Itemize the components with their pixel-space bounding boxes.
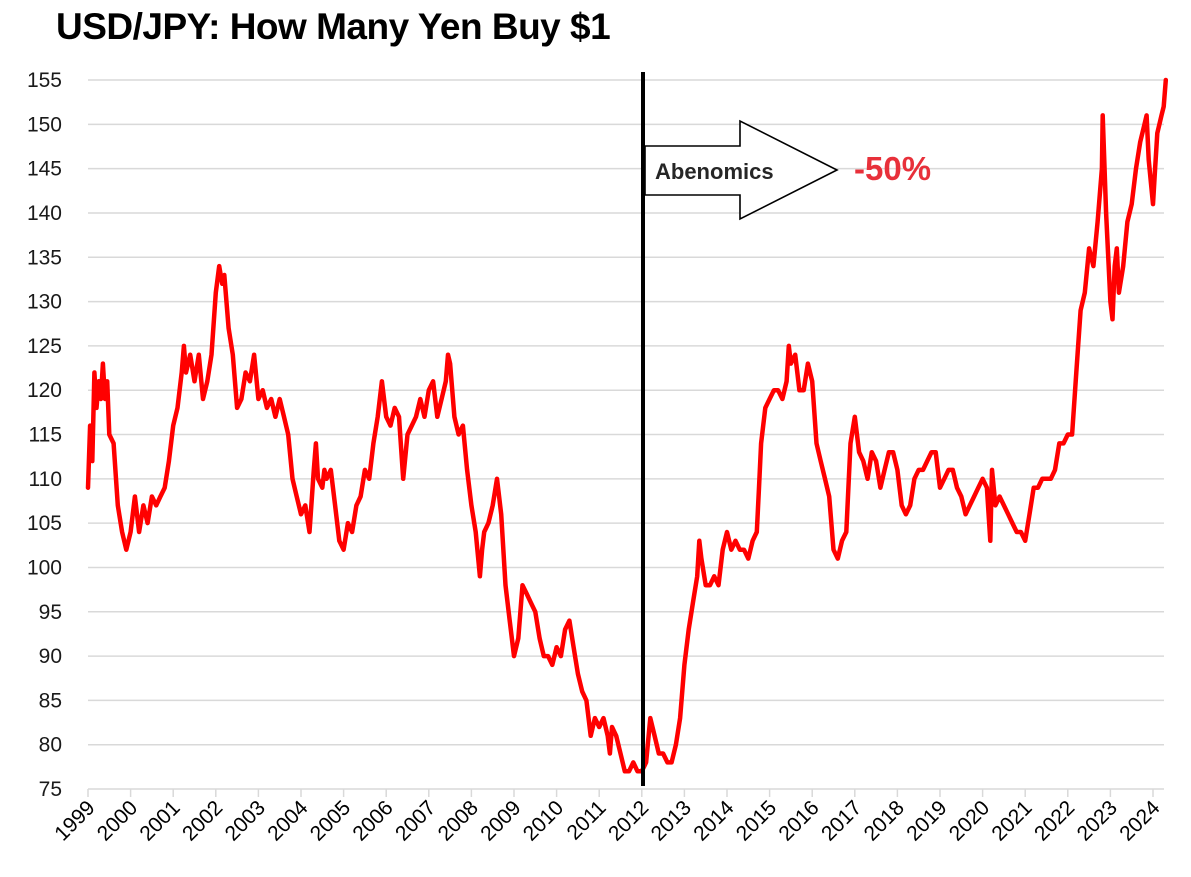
x-tick-label: 2009 [476, 796, 525, 845]
chart-title: USD/JPY: How Many Yen Buy $1 [56, 6, 611, 47]
abenomics-label: Abenomics [655, 159, 774, 184]
y-tick-label: 80 [39, 734, 62, 757]
x-tick-label: 2016 [774, 796, 823, 845]
x-axis: 1999200020012002200320042005200620072008… [50, 789, 1165, 846]
x-tick-label: 2001 [135, 796, 184, 845]
x-tick-label: 2013 [647, 796, 696, 845]
x-tick-label: 2005 [306, 796, 355, 845]
y-tick-label: 140 [27, 202, 62, 225]
x-tick-label: 2017 [817, 796, 866, 845]
x-tick-label: 2010 [519, 796, 568, 845]
y-tick-label: 120 [27, 379, 62, 402]
x-tick-label: 2019 [902, 796, 951, 845]
y-tick-label: 145 [27, 158, 62, 181]
y-tick-label: 155 [27, 69, 62, 92]
usdjpy-series-line [85, 77, 1169, 774]
x-tick-label: 2022 [1030, 796, 1079, 845]
y-tick-label: 95 [39, 601, 62, 624]
y-tick-label: 150 [27, 113, 62, 136]
x-tick-label: 2023 [1073, 796, 1122, 845]
abenomics-arrow-shape [644, 119, 839, 221]
x-tick-label: 2006 [348, 796, 397, 845]
y-tick-label: 90 [39, 645, 62, 668]
y-tick-label: 75 [39, 778, 62, 801]
x-tick-label: 2002 [178, 796, 227, 845]
x-tick-label: 2007 [391, 796, 440, 845]
x-tick-label: 2003 [221, 796, 270, 845]
gridlines [88, 79, 1164, 790]
y-axis: 75 80 85 90 95 100 105 110 115 120 125 130 135 140 145… [27, 69, 62, 801]
x-tick-label: 2012 [604, 796, 653, 845]
x-tick-label: 2004 [263, 796, 313, 846]
x-tick-label: 2008 [434, 796, 483, 845]
x-tick-label: 2018 [860, 796, 909, 845]
x-tick-label: 2015 [732, 796, 781, 845]
y-tick-label: 115 [29, 424, 62, 447]
y-tick-label: 125 [27, 335, 62, 358]
y-tick-label: 85 [39, 689, 62, 712]
change-percent-label: -50% [854, 150, 931, 187]
y-tick-label: 130 [27, 291, 62, 314]
x-tick-label: 2011 [563, 796, 611, 844]
y-tick-label: 135 [27, 246, 62, 269]
x-tick-label: 2014 [689, 796, 739, 846]
x-tick-label: 1999 [50, 796, 99, 845]
y-tick-label: 110 [29, 468, 62, 491]
x-tick-label: 2024 [1115, 796, 1165, 846]
x-tick-label: 2021 [987, 796, 1036, 845]
x-tick-label: 2000 [93, 796, 142, 845]
y-tick-label: 105 [27, 512, 62, 535]
x-tick-label: 2020 [945, 796, 994, 845]
y-tick-label: 100 [27, 556, 62, 579]
